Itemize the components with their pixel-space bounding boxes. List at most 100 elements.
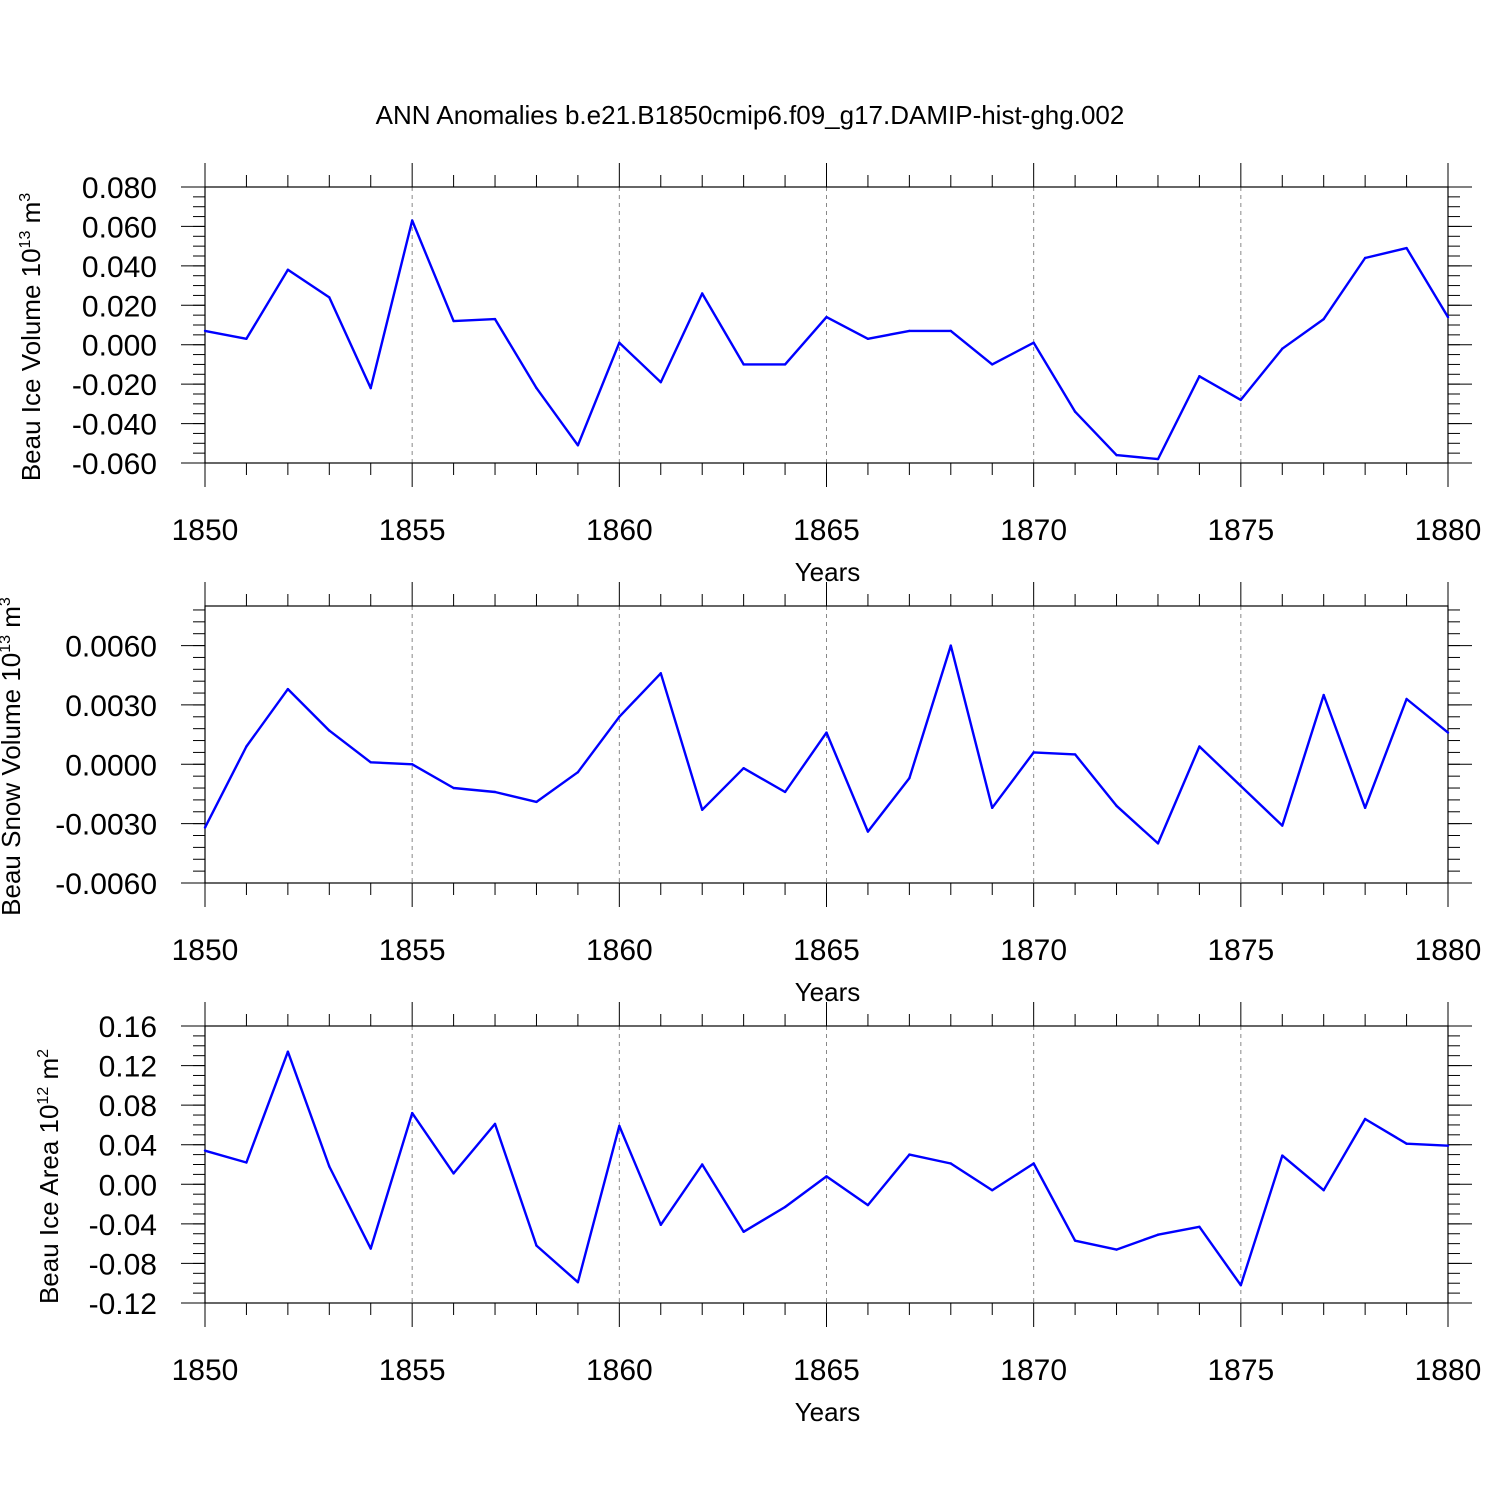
x-tick-label: 1865 <box>793 1354 860 1387</box>
x-tick-label: 1860 <box>586 934 653 967</box>
data-point <box>866 1203 870 1207</box>
y-tick-label: -0.08 <box>89 1248 157 1281</box>
data-point <box>286 1050 290 1053</box>
data-point <box>1363 1117 1367 1121</box>
data-point <box>1032 1162 1035 1165</box>
y-tick-label: -0.0030 <box>55 809 157 842</box>
data-point <box>1446 315 1450 319</box>
data-point <box>369 761 372 764</box>
data-point <box>1198 745 1201 748</box>
data-point <box>1322 317 1325 321</box>
data-point <box>866 337 870 340</box>
data-point <box>742 1230 745 1233</box>
data-point <box>1239 784 1243 788</box>
data-point <box>1239 1283 1243 1287</box>
x-tick-label: 1855 <box>379 934 446 967</box>
x-tick-label: 1865 <box>793 514 860 547</box>
data-point <box>1405 697 1408 701</box>
data-point <box>535 1244 538 1247</box>
data-point <box>866 830 870 833</box>
data-point <box>991 806 994 810</box>
data-point <box>1405 246 1408 250</box>
x-tick-label: 1870 <box>1000 514 1067 547</box>
y-tick-label: -0.040 <box>72 409 157 442</box>
data-point <box>659 672 662 675</box>
data-point <box>286 268 290 271</box>
data-point <box>1281 347 1284 350</box>
data-point <box>328 1165 331 1168</box>
y-axis-label: Beau Snow Volume 1013 m3 <box>0 597 26 916</box>
data-point <box>825 1175 828 1178</box>
x-tick-label: 1870 <box>1000 934 1067 967</box>
data-point <box>1115 804 1118 808</box>
data-point <box>908 776 911 780</box>
y-tick-label: 0.040 <box>82 251 157 284</box>
x-tick-label: 1875 <box>1207 1354 1274 1387</box>
data-point <box>369 1247 372 1250</box>
data-point <box>576 1281 580 1284</box>
x-tick-label: 1880 <box>1415 1354 1482 1387</box>
data-point <box>1073 1239 1077 1242</box>
data-point <box>410 219 414 222</box>
data-point <box>908 329 911 333</box>
data-point <box>1405 1142 1408 1145</box>
data-point <box>535 800 538 804</box>
data-point <box>1446 1144 1450 1147</box>
data-point <box>576 444 580 447</box>
y-tick-label: 0.000 <box>82 330 157 363</box>
data-point <box>1363 806 1367 810</box>
y-tick-label: -0.04 <box>89 1209 157 1242</box>
data-point <box>1281 824 1284 827</box>
data-point <box>203 1149 207 1152</box>
data-point <box>1073 753 1077 756</box>
data-point <box>783 363 787 366</box>
x-tick-label: 1865 <box>793 934 860 967</box>
data-point <box>286 687 290 691</box>
data-point <box>452 319 455 323</box>
y-tick-label: 0.12 <box>99 1051 157 1084</box>
y-tick-label: 0.04 <box>99 1130 157 1163</box>
data-point <box>452 786 455 790</box>
data-point <box>742 363 745 366</box>
panel-2: -0.0060 -0.0030 0.0000 0.0030 0.0060 1850 1855… <box>0 582 1481 1007</box>
data-point <box>369 386 372 390</box>
y-tick-label: -0.060 <box>72 448 157 481</box>
data-point <box>1073 410 1077 413</box>
panel-3: -0.12 -0.08 -0.04 0.00 0.04 0.08 0.12 0.16 1850 1… <box>34 1002 1481 1427</box>
data-point <box>493 1122 497 1126</box>
x-tick-label: 1860 <box>586 514 653 547</box>
data-point <box>1156 842 1160 845</box>
y-tick-label: -0.0060 <box>55 868 157 901</box>
data-point <box>783 1205 787 1209</box>
data-point <box>949 1162 952 1165</box>
x-tick-label: 1875 <box>1207 934 1274 967</box>
y-tick-label: 0.16 <box>99 1011 157 1044</box>
y-axis-label: Beau Ice Volume 1013 m3 <box>16 193 46 481</box>
data-point <box>659 1223 662 1227</box>
y-axis-label: Beau Ice Area 1012 m2 <box>34 1049 64 1304</box>
x-tick-label: 1880 <box>1415 934 1482 967</box>
data-point <box>410 1111 414 1115</box>
data-point <box>991 1189 994 1192</box>
y-tick-label: -0.12 <box>89 1288 157 1321</box>
data-point <box>535 386 538 390</box>
data-point <box>618 715 621 718</box>
data-point <box>1322 1189 1325 1192</box>
data-point <box>701 292 704 295</box>
y-tick-label: 0.0000 <box>65 749 157 782</box>
data-point <box>245 745 248 748</box>
x-tick-label: 1880 <box>1415 514 1482 547</box>
data-point <box>1032 751 1035 754</box>
data-point <box>1198 375 1201 378</box>
data-point <box>1115 453 1118 457</box>
data-point <box>618 1124 621 1128</box>
data-point <box>701 808 704 811</box>
data-point <box>1115 1248 1118 1251</box>
data-point <box>783 790 787 794</box>
x-tick-label: 1850 <box>172 514 239 547</box>
data-point <box>245 1161 248 1164</box>
panels: -0.060 -0.040 -0.020 0.000 0.020 0.040 0.060 0.… <box>0 163 1481 1427</box>
data-point <box>328 296 331 299</box>
y-tick-label: 0.080 <box>82 172 157 205</box>
